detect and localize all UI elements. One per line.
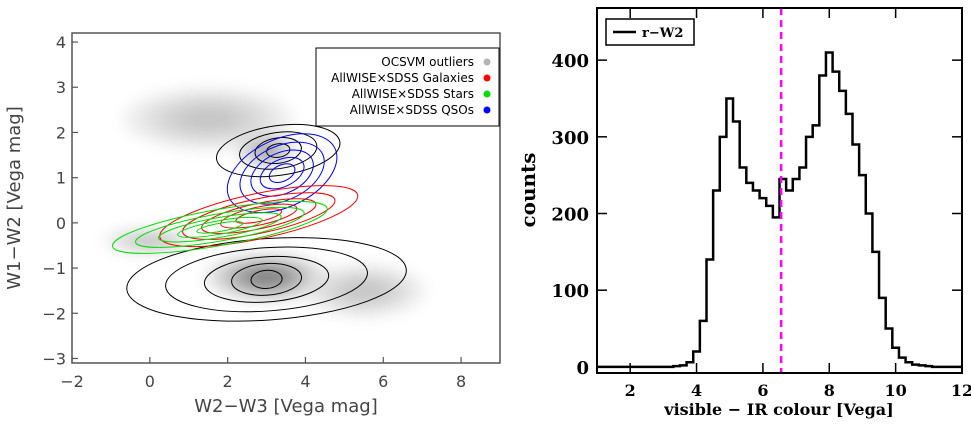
contour-layer [112, 123, 407, 322]
right-legend-label: r−W2 [642, 26, 683, 41]
contour-2-4 [268, 163, 296, 183]
left-y-tick-label-7: 4 [56, 33, 66, 52]
left-x-tick-label-3: 4 [300, 372, 310, 391]
contour-4-2 [158, 212, 282, 243]
left-y-axis-label: W1−W2 [Vega mag] [4, 106, 25, 290]
left-x-tick-label-0: −2 [60, 372, 84, 391]
left-y-tick-label-3: 0 [56, 214, 66, 233]
left-y-tick-label-1: −2 [42, 304, 66, 323]
right-y-tick-label-3: 300 [551, 128, 589, 149]
contour-0-3 [231, 262, 302, 296]
contour-2-3 [259, 156, 305, 190]
right-y-axis-label: counts [516, 152, 540, 227]
histogram-line [597, 51, 962, 369]
legend-marker-qsos [483, 106, 491, 114]
right-y-tick-label-2: 200 [551, 205, 589, 226]
contour-0-4 [250, 269, 283, 289]
legend-marker-galaxies [483, 74, 491, 82]
right-x-tick-label-3: 8 [824, 381, 835, 400]
density-blob-4-3 [342, 281, 385, 300]
left-y-axis: −3 −2 −1 0 1 2 3 4 [42, 33, 78, 368]
left-y-tick-label-4: 1 [56, 169, 66, 188]
right-y-axis: 0 100 200 300 400 [551, 51, 962, 379]
legend-label-ocsvm-outliers: OCSVM outliers [381, 55, 474, 69]
contour-4-0 [112, 200, 328, 254]
contour-3-1 [182, 192, 336, 240]
contour-1-0 [215, 123, 341, 178]
right-plot-frame [596, 7, 963, 374]
contour-3-0 [159, 185, 359, 248]
legend-marker-stars [483, 90, 491, 98]
left-x-axis: −2 0 2 4 6 8 [60, 357, 466, 391]
contour-0-1 [165, 246, 368, 313]
contour-1-3 [266, 143, 291, 158]
contour-1-2 [254, 137, 302, 164]
left-y-tick-label-0: −3 [42, 349, 66, 368]
right-x-tick-label-2: 6 [757, 381, 768, 400]
contour-4-1 [135, 206, 305, 248]
left-x-axis-label: W2−W3 [Vega mag] [194, 396, 378, 417]
right-x-tick-label-0: 2 [625, 381, 636, 400]
left-legend: OCSVM outliers AllWISE×SDSS Galaxies All… [315, 47, 500, 127]
right-y-tick-label-0: 0 [576, 358, 589, 379]
right-x-axis-label: visible − IR colour [Vega] [663, 400, 893, 419]
legend-label-stars: AllWISE×SDSS Stars [352, 87, 474, 101]
legend-marker-ocsvm-outliers [483, 58, 491, 66]
contour-2-0 [226, 133, 338, 214]
right-x-tick-label-4: 10 [885, 381, 907, 400]
left-legend-box [315, 47, 500, 127]
legend-label-qsos: AllWISE×SDSS QSOs [350, 103, 474, 117]
right-x-tick-label-1: 4 [691, 381, 702, 400]
contour-1-1 [239, 131, 318, 170]
left-chart: −2 0 2 4 6 8 −3 −2 −1 0 1 2 3 4 W2−W3 [Vega mag] W1−… [4, 32, 501, 417]
right-chart: 2 4 6 8 10 12 0 100 200 300 400 visible − IR colo… [516, 7, 971, 419]
left-x-tick-label-4: 6 [378, 372, 388, 391]
right-y-tick-label-4: 400 [551, 51, 589, 72]
left-y-tick-label-6: 3 [56, 78, 66, 97]
left-x-tick-label-2: 2 [223, 372, 233, 391]
contour-2-2 [250, 149, 314, 197]
left-x-tick-label-5: 8 [456, 372, 466, 391]
contour-2-1 [239, 141, 325, 205]
density-blob-2-3 [179, 108, 238, 130]
right-legend: r−W2 [605, 18, 695, 46]
right-x-axis: 2 4 6 8 10 12 [625, 8, 971, 400]
legend-label-galaxies: AllWISE×SDSS Galaxies [331, 71, 474, 85]
contour-4-3 [177, 216, 263, 238]
right-y-tick-label-1: 100 [551, 281, 589, 302]
left-y-tick-label-2: −1 [42, 259, 66, 278]
left-x-tick-label-1: 0 [145, 372, 155, 391]
contour-0-2 [203, 255, 330, 303]
contour-0-0 [126, 237, 407, 322]
left-plot-frame [71, 32, 501, 364]
contour-4-4 [196, 221, 244, 234]
left-y-tick-label-5: 2 [56, 123, 66, 142]
contour-3-4 [235, 208, 283, 224]
right-x-tick-label-5: 12 [951, 381, 971, 400]
density-blob-3-3 [133, 236, 166, 246]
